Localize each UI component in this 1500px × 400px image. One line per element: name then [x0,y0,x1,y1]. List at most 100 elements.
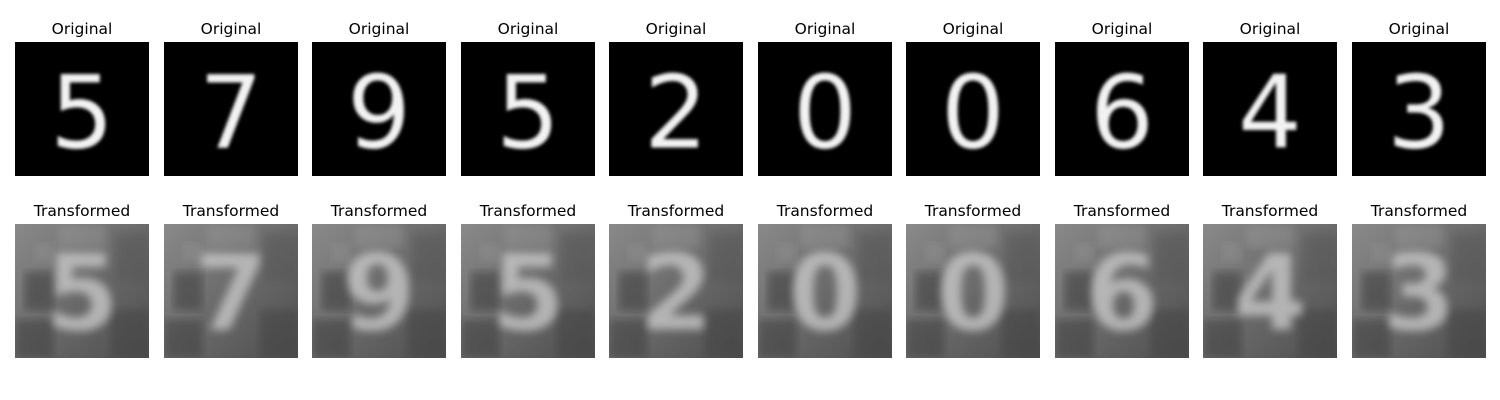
noise-patch [709,233,743,282]
noise-patch [777,243,797,263]
noise-patch [34,243,54,263]
original-panel-title: Original [794,20,856,38]
noise-patch [1371,243,1391,263]
transformed-panel-title: Transformed [627,202,725,220]
noise-patch [264,233,298,282]
noise-patch [1006,233,1040,282]
noise-patch [312,319,351,358]
original-panel-title: Original [645,20,707,38]
noise-patch [24,271,54,311]
digit-glyph: 3 [1387,54,1451,171]
original-panel-title: Original [942,20,1004,38]
original-digit-image: 3 [1352,42,1486,176]
noise-patch [480,243,500,263]
noise-patch [1074,243,1094,263]
noise-patch [652,224,700,248]
noise-patch [115,233,149,282]
digit-glyph: 0 [788,231,861,354]
noise-patch [58,224,106,248]
noise-patch [164,319,203,358]
noise-patch [1222,243,1242,263]
digit-glyph: 4 [1238,54,1302,171]
transformed-panel-title: Transformed [330,202,428,220]
original-digit-image: 5 [15,42,149,176]
noise-patch [504,224,552,248]
original-panel-title: Original [200,20,262,38]
noise-patch [1303,233,1337,282]
digit-glyph: 0 [936,231,1009,354]
noise-patch [628,243,648,263]
noise-patch [207,224,255,248]
transformed-digit-image: 0 [758,224,892,358]
noise-patch [1352,319,1391,358]
noise-patch [1064,271,1094,311]
transformed-panel-title: Transformed [182,202,280,220]
digit-glyph: 2 [639,231,712,354]
transformed-panel-title: Transformed [924,202,1022,220]
noise-patch [618,271,648,311]
digit-glyph: 2 [644,54,708,171]
original-digit-image: 0 [758,42,892,176]
noise-patch [110,310,149,358]
digit-glyph: 5 [491,231,564,354]
image-background [1055,42,1189,176]
image-background [312,42,446,176]
noise-patch [853,310,892,358]
transformed-digit-image: 9 [312,224,446,358]
transformed-digit-image: 5 [461,224,595,358]
digit-glyph: 9 [347,54,411,171]
noise-patch [949,224,997,248]
noise-patch [609,319,648,358]
noise-patch [561,233,595,282]
digit-glyph: 7 [199,54,263,171]
noise-patch [801,224,849,248]
noise-patch [1150,310,1189,358]
digit-glyph: 5 [496,54,560,171]
noise-patch [1055,319,1094,358]
transformed-digit-image: 6 [1055,224,1189,358]
noise-patch [1155,233,1189,282]
digit-glyph: 9 [342,231,415,354]
transformed-digit-image: 5 [15,224,149,358]
image-background [461,42,595,176]
image-background [1352,42,1486,176]
digit-glyph: 5 [50,54,114,171]
noise-patch [183,243,203,263]
noise-patch [1001,310,1040,358]
noise-patch [1098,224,1146,248]
noise-patch [173,271,203,311]
image-background [164,42,298,176]
noise-patch [15,319,54,358]
digit-glyph: 6 [1090,54,1154,171]
original-digit-image: 4 [1203,42,1337,176]
transformed-panel-title: Transformed [776,202,874,220]
original-digit-image: 9 [312,42,446,176]
original-panel-title: Original [1239,20,1301,38]
original-panel-title: Original [497,20,559,38]
noise-patch [412,233,446,282]
original-panel-title: Original [1091,20,1153,38]
image-background [1203,42,1337,176]
noise-patch [1361,271,1391,311]
noise-patch [915,271,945,311]
transformed-panel-title: Transformed [1370,202,1468,220]
digit-glyph: 6 [1085,231,1158,354]
original-digit-image: 5 [461,42,595,176]
transformed-panel-title: Transformed [1073,202,1171,220]
noise-patch [556,310,595,358]
original-panel-title: Original [1388,20,1450,38]
original-digit-image: 2 [609,42,743,176]
digit-glyph: 4 [1233,231,1306,354]
transformed-panel-title: Transformed [33,202,131,220]
noise-patch [331,243,351,263]
image-background [609,42,743,176]
noise-patch [858,233,892,282]
image-background [758,42,892,176]
digit-glyph: 5 [45,231,118,354]
noise-patch [461,319,500,358]
image-background [15,42,149,176]
original-panel-title: Original [51,20,113,38]
original-digit-image: 7 [164,42,298,176]
noise-patch [1298,310,1337,358]
original-digit-image: 0 [906,42,1040,176]
